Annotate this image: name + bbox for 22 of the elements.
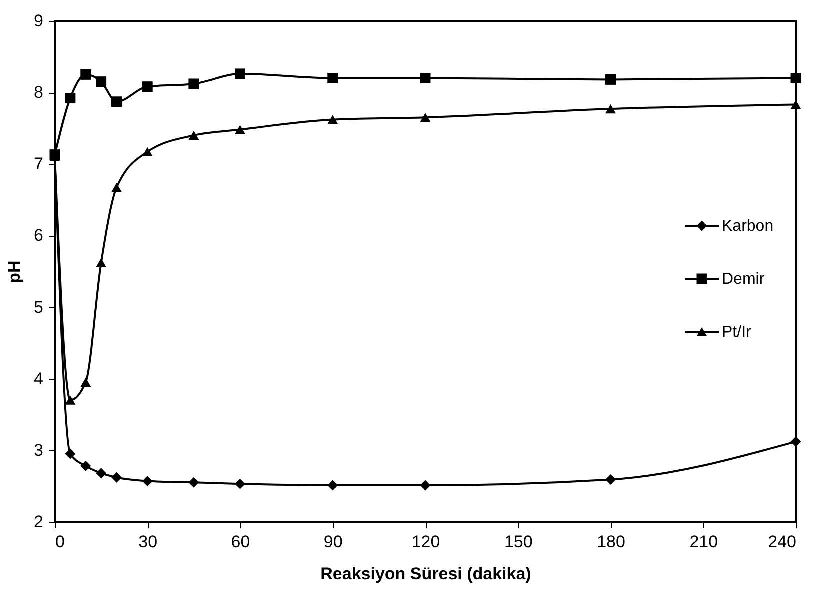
x-tick-label: 60 [231, 532, 250, 552]
x-tick-label: 240 [768, 532, 796, 552]
x-tick-label: 0 [56, 532, 65, 552]
x-tick-label: 120 [412, 532, 440, 552]
x-tick-label: 90 [324, 532, 343, 552]
x-tick-label: 150 [504, 532, 533, 552]
y-tick-label: 6 [34, 226, 44, 246]
y-tick-label: 4 [34, 369, 44, 388]
legend-label: Pt/Ir [722, 324, 752, 341]
x-axis-title: Reaksiyon Süresi (dakika) [320, 564, 532, 584]
y-tick-label: 9 [34, 12, 44, 30]
legend-label: Demir [722, 271, 766, 288]
x-tick-label: 30 [138, 532, 158, 552]
legend-label: Karbon [722, 218, 774, 235]
y-tick-label: 7 [34, 154, 44, 174]
y-tick-label: 5 [34, 298, 44, 317]
y-tick-label: 8 [34, 83, 44, 102]
x-tick-label: 210 [690, 532, 718, 552]
x-tick-label: 180 [597, 532, 626, 552]
y-tick-label: 2 [34, 512, 44, 532]
y-tick-label: 3 [34, 440, 44, 460]
y-axis-title: pH [5, 260, 24, 284]
